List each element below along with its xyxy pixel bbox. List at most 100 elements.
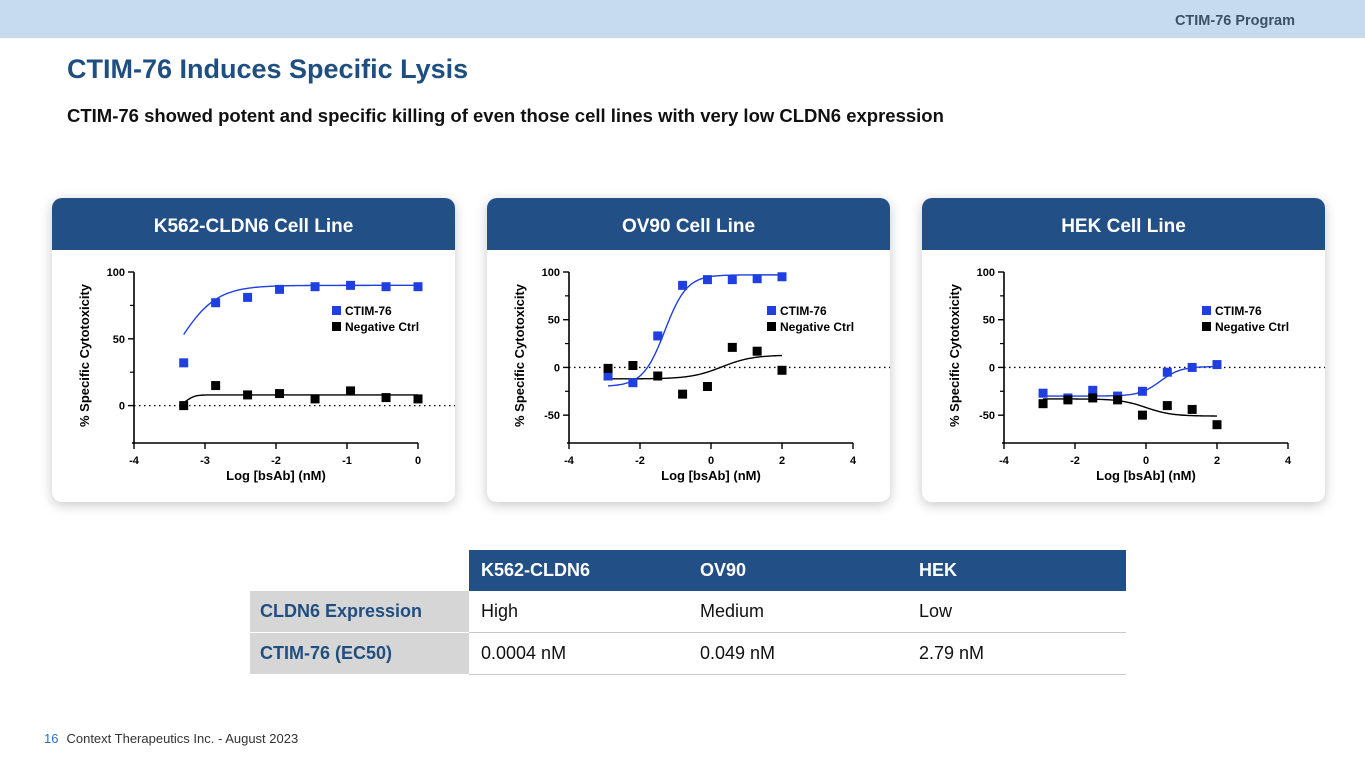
table-row: CTIM-76 (EC50) 0.0004 nM 0.049 nM 2.79 n…: [250, 632, 1126, 675]
data-point: [1088, 393, 1098, 403]
data-point: [346, 386, 356, 396]
data-point: [1038, 399, 1048, 409]
table-header-row: K562-CLDN6 OV90 HEK: [250, 550, 1126, 591]
program-label: CTIM-76 Program: [1174, 13, 1295, 29]
data-point: [1113, 395, 1123, 405]
legend-marker: [1202, 322, 1211, 331]
legend-marker: [332, 306, 341, 315]
data-point: [702, 275, 712, 285]
table-cell: Medium: [688, 591, 907, 633]
data-point: [1063, 395, 1073, 405]
data-point: [1137, 410, 1147, 420]
chart-title: OV90 Cell Line: [487, 198, 890, 250]
data-point: [381, 282, 391, 292]
data-point: [179, 358, 189, 368]
y-tick-label: 50: [983, 315, 995, 327]
table-header-k562: K562-CLDN6: [469, 550, 688, 591]
y-axis-label: % Specific Cytotoxicity: [512, 283, 527, 427]
legend-marker: [767, 322, 776, 331]
table-cell: 0.0004 nM: [469, 632, 688, 675]
data-point: [211, 298, 221, 308]
results-table: K562-CLDN6 OV90 HEK CLDN6 Expression Hig…: [250, 550, 1126, 675]
data-point: [310, 394, 320, 404]
y-axis-label: % Specific Cytotoxicity: [947, 283, 962, 427]
data-point: [603, 371, 613, 381]
x-tick-label: 0: [708, 455, 714, 467]
data-point: [211, 381, 221, 391]
row-label: CLDN6 Expression: [250, 591, 469, 633]
y-axis-label: % Specific Cytotoxicity: [77, 283, 92, 427]
legend-label: Negative Ctrl: [345, 320, 419, 334]
chart-ov90: -50 0 50 100 -4 -2 0 2 4 Log [bsAb] (nM) % Specifi…: [512, 267, 890, 483]
data-point: [777, 365, 787, 375]
x-axis-label: Log [bsAb] (nM): [226, 468, 326, 483]
data-point: [727, 275, 737, 285]
data-point: [413, 282, 423, 292]
data-point: [1162, 401, 1172, 411]
legend-marker: [332, 322, 341, 331]
data-point: [628, 361, 638, 371]
y-tick-label: 100: [107, 267, 125, 279]
data-point: [179, 401, 189, 411]
table-cell: Low: [907, 591, 1126, 633]
x-tick-label: 4: [850, 455, 857, 467]
table-cell: 2.79 nM: [907, 632, 1126, 675]
data-point: [1187, 362, 1197, 372]
x-axis-label: Log [bsAb] (nM): [1096, 468, 1196, 483]
x-tick-label: -3: [200, 455, 210, 467]
y-tick-label: -50: [979, 410, 995, 422]
data-point: [628, 378, 638, 388]
data-point: [413, 394, 423, 404]
legend-label: CTIM-76: [1215, 304, 1262, 318]
data-point: [653, 371, 663, 381]
legend-marker: [767, 306, 776, 315]
data-point: [346, 280, 356, 290]
fit-curve: [183, 284, 418, 335]
table-cell: 0.049 nM: [688, 632, 907, 675]
data-point: [275, 284, 285, 294]
x-axis-label: Log [bsAb] (nM): [661, 468, 761, 483]
data-point: [752, 274, 762, 284]
data-point: [678, 389, 688, 399]
y-tick-label: 50: [548, 315, 560, 327]
legend-label: CTIM-76: [345, 304, 392, 318]
data-point: [777, 272, 787, 282]
data-point: [1212, 420, 1222, 430]
x-tick-label: 0: [415, 455, 421, 467]
chart-card-hek: HEK Cell Line -50 0 50 100 -4 -2 0 2 4 Log [bsAb]…: [922, 198, 1325, 502]
x-tick-label: -4: [999, 455, 1010, 467]
footer: 16 Context Therapeutics Inc. - August 202…: [44, 731, 298, 746]
data-point: [243, 390, 253, 400]
chart-card-ov90: OV90 Cell Line -50 0 50 100 -4 -2 0 2 4 Log [bsAb…: [487, 198, 890, 502]
page-number: 16: [44, 731, 59, 746]
data-point: [1187, 404, 1197, 414]
x-tick-label: -2: [271, 455, 281, 467]
data-point: [1137, 386, 1147, 396]
footer-text: Context Therapeutics Inc. - August 2023: [66, 731, 299, 746]
x-tick-label: -4: [129, 455, 140, 467]
data-point: [1088, 385, 1098, 395]
data-point: [1038, 388, 1048, 398]
fit-curve: [183, 394, 418, 404]
x-tick-label: -1: [342, 455, 352, 467]
data-point: [678, 280, 688, 290]
table-header-hek: HEK: [907, 550, 1126, 591]
legend-label: Negative Ctrl: [1215, 320, 1289, 334]
table-cell: High: [469, 591, 688, 633]
legend-marker: [1202, 306, 1211, 315]
y-tick-label: 100: [542, 267, 560, 279]
data-point: [752, 346, 762, 356]
x-tick-label: -4: [564, 455, 575, 467]
data-point: [653, 331, 663, 341]
data-point: [1162, 367, 1172, 377]
x-tick-label: 4: [1285, 455, 1292, 467]
legend-label: CTIM-76: [780, 304, 827, 318]
y-tick-label: 0: [119, 401, 125, 413]
y-tick-label: -50: [544, 410, 560, 422]
page-title: CTIM-76 Induces Specific Lysis: [67, 54, 469, 84]
data-point: [603, 363, 613, 373]
legend-label: Negative Ctrl: [780, 320, 854, 334]
page-subtitle: CTIM-76 showed potent and specific killi…: [67, 105, 944, 126]
chart-card-k562: K562-CLDN6 Cell Line 0 50 100 -4 -3 -2 -1 0 Log …: [52, 198, 455, 502]
x-tick-label: -2: [635, 455, 645, 467]
